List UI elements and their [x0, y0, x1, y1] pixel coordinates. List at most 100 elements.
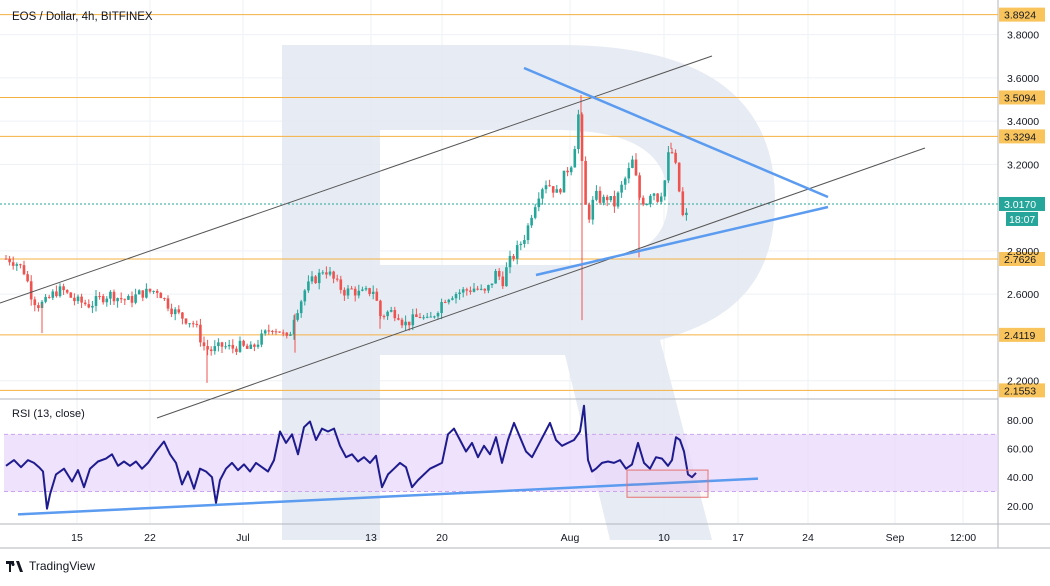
candle-body [299, 301, 303, 314]
candle-body [159, 292, 163, 299]
candle-body [465, 289, 469, 291]
candle-body [145, 288, 148, 298]
candle-body [551, 186, 555, 193]
candle-body [101, 296, 105, 303]
channel-lower-line [156, 147, 926, 419]
candle-body [109, 291, 112, 299]
candle-body [569, 167, 573, 173]
candle-body [65, 290, 69, 293]
candle-body [634, 159, 638, 176]
candle-body [469, 290, 472, 292]
candle-body [623, 178, 627, 185]
time-tick-label: 22 [144, 532, 156, 544]
candle-body [256, 344, 260, 347]
candle-body [206, 346, 209, 350]
rsi-tick-label: 60.00 [1007, 444, 1033, 456]
candle-body [544, 185, 548, 190]
tradingview-logo-icon [6, 559, 24, 573]
level-label: 3.5094 [1004, 92, 1036, 104]
candle-body [317, 272, 321, 284]
chart-title: EOS / Dollar, 4h, BITFINEX [12, 11, 153, 23]
level-badge [999, 383, 1045, 398]
candle-body [69, 292, 73, 298]
candle-body [267, 330, 271, 332]
horizontal-levels: 3.8924 3.5094 3.3294 2.7626 2.4119 2.1553 3.01… [0, 7, 1045, 398]
price-tick-label: 3.8000 [1007, 30, 1039, 42]
candle-body [94, 296, 98, 306]
candle-body [526, 225, 530, 241]
level-label: 3.3294 [1004, 131, 1036, 143]
candle-body [303, 290, 307, 302]
candle-body [310, 276, 314, 282]
time-tick-label: 24 [802, 532, 814, 544]
rsi-title: RSI (13, close) [12, 408, 85, 420]
candle-body [163, 298, 166, 300]
candle-body [440, 302, 443, 314]
candle-body [209, 349, 213, 352]
candle-body [652, 193, 656, 196]
price-tick-label: 2.6000 [1007, 289, 1039, 301]
candle-body [422, 317, 425, 319]
candle-body [605, 196, 609, 201]
candle-body [649, 195, 652, 205]
candle-body [425, 316, 429, 318]
time-tick-label: 13 [365, 532, 377, 544]
candle-body [242, 340, 245, 346]
candle-body [91, 305, 94, 308]
candle-body [573, 149, 577, 168]
candle-body [181, 312, 184, 319]
candle-body [577, 114, 580, 150]
candle-body [472, 288, 476, 292]
candle-body [263, 330, 267, 334]
footer-brand[interactable]: TradingView [29, 559, 96, 573]
resistance-trendline [523, 66, 829, 199]
candle-body [199, 324, 202, 343]
candle-body [105, 298, 109, 303]
candle-body [397, 318, 400, 320]
candle-body [548, 185, 551, 187]
candle-body [620, 184, 623, 193]
candle-body [674, 152, 677, 163]
candle-body [670, 152, 674, 154]
candle-body [245, 345, 249, 349]
candle-body [307, 281, 310, 291]
candle-body [83, 302, 87, 305]
candle-body [220, 342, 224, 347]
candle-body [274, 331, 278, 333]
candle-body [533, 207, 537, 218]
candle-body [418, 316, 422, 318]
candle-body [58, 286, 62, 297]
rsi-trendline [17, 477, 759, 516]
candle-body [681, 191, 685, 216]
candle-body [602, 196, 605, 203]
candle-body [494, 270, 497, 284]
candle-body [616, 192, 620, 207]
candle-body [371, 291, 375, 294]
time-tick-label: Jul [236, 532, 249, 544]
candle-body [289, 334, 292, 336]
candle-body [587, 204, 591, 220]
candle-body [127, 296, 130, 300]
candle-body [433, 316, 436, 318]
candle-body [281, 332, 285, 334]
candle-body [379, 300, 382, 317]
candle-body [505, 267, 508, 287]
candle-body [73, 297, 76, 302]
level-badge [999, 7, 1045, 22]
candle-body [515, 245, 519, 259]
candle-body [112, 291, 116, 302]
candle-body [685, 212, 688, 216]
candle-body [134, 294, 137, 303]
candle-body [458, 292, 461, 295]
candle-body [278, 331, 281, 333]
candle-body [483, 288, 487, 291]
candle-body [346, 288, 350, 296]
candle-body [195, 323, 199, 325]
candle-body [325, 272, 328, 275]
level-label: 2.1553 [1004, 385, 1036, 397]
candle-body [609, 196, 613, 201]
candle-body [11, 262, 15, 266]
candle-body [353, 288, 357, 296]
candle-body [454, 294, 458, 299]
candle-body [231, 344, 235, 349]
